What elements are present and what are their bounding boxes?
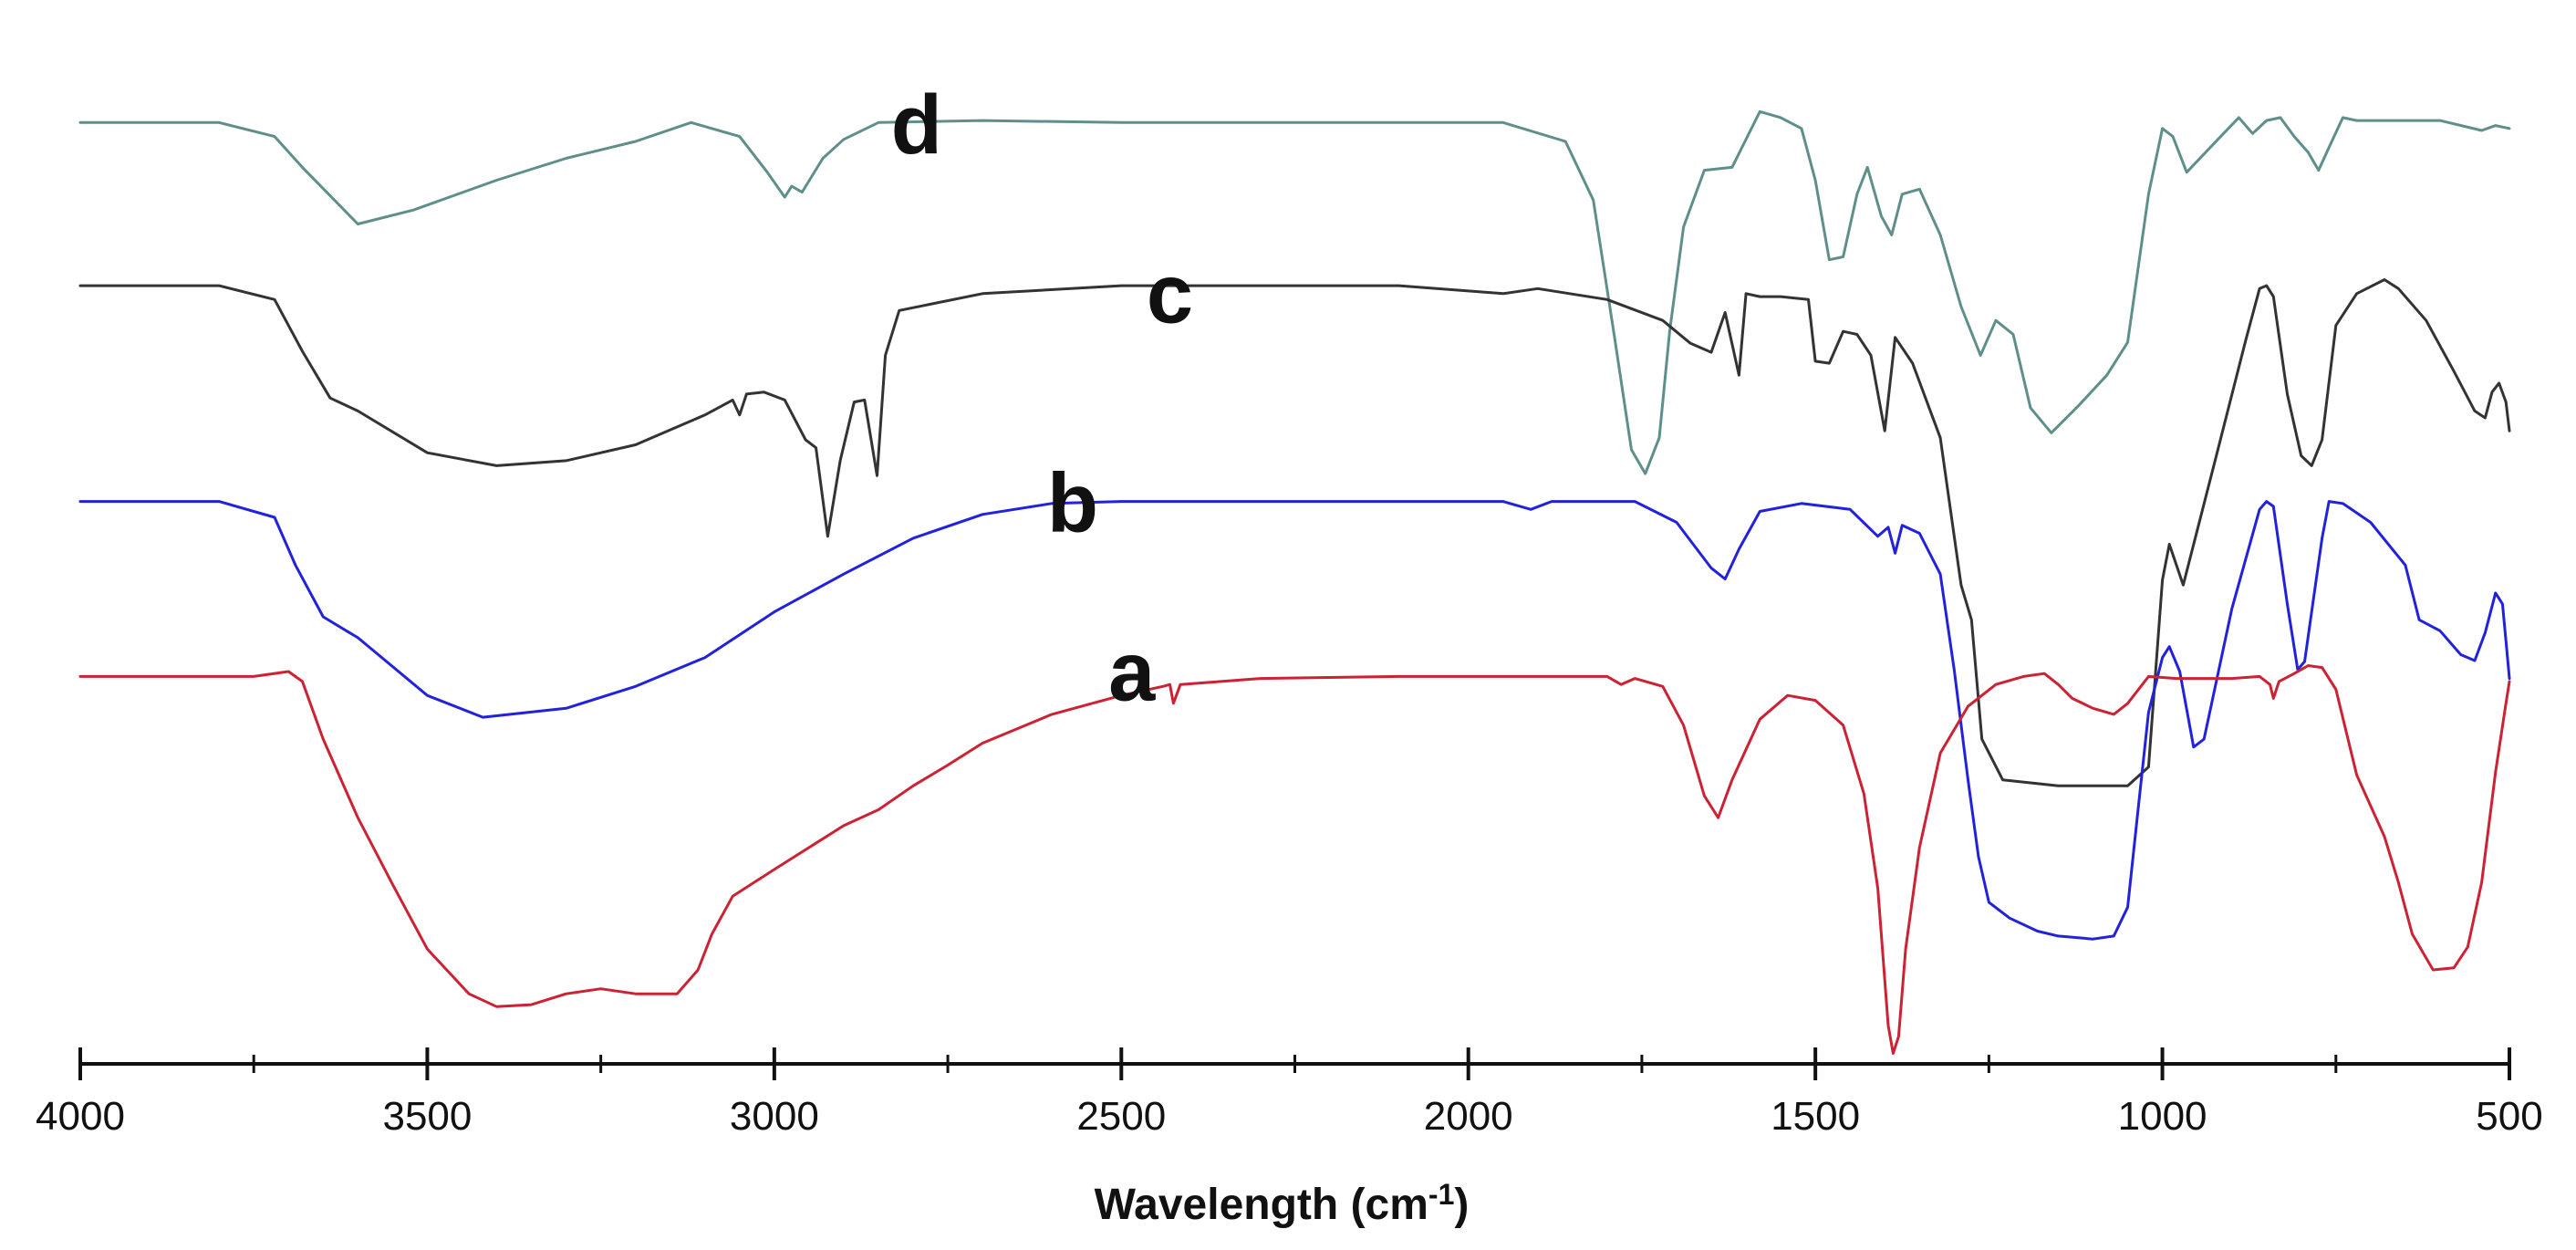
series-label-a: a — [1108, 626, 1156, 719]
x-tick-label-3500: 3500 — [382, 1094, 472, 1139]
x-axis: 4000 3500 3000 2500 2000 1500 1000 500 — [36, 1047, 2543, 1139]
series-line-c — [78, 278, 2511, 787]
series-line-a — [78, 664, 2511, 1055]
x-axis-title-superscript: -1 — [1428, 1178, 1454, 1211]
x-tick-label-3000: 3000 — [730, 1094, 819, 1139]
x-tick-label-1500: 1500 — [1771, 1094, 1860, 1139]
series-label-c: c — [1147, 247, 1193, 340]
x-axis-title-suffix: ) — [1454, 1181, 1469, 1229]
x-tick-label-500: 500 — [2476, 1094, 2542, 1139]
x-axis-title-main: Wavelength (cm — [1095, 1181, 1428, 1229]
x-tick-label-2500: 2500 — [1076, 1094, 1166, 1139]
x-tick-label-1000: 1000 — [2118, 1094, 2207, 1139]
series-line-b — [78, 500, 2511, 941]
x-tick-label-2000: 2000 — [1424, 1094, 1513, 1139]
series-line-d — [78, 109, 2511, 475]
series-label-d: d — [891, 78, 942, 172]
x-axis-title: Wavelength (cm-1) — [1095, 1178, 1470, 1229]
series-labels-layer: d c ba — [891, 78, 1193, 719]
x-tick-label-4000: 4000 — [36, 1094, 125, 1139]
series-layer — [78, 109, 2511, 1055]
series-label-b: b — [1047, 456, 1098, 549]
